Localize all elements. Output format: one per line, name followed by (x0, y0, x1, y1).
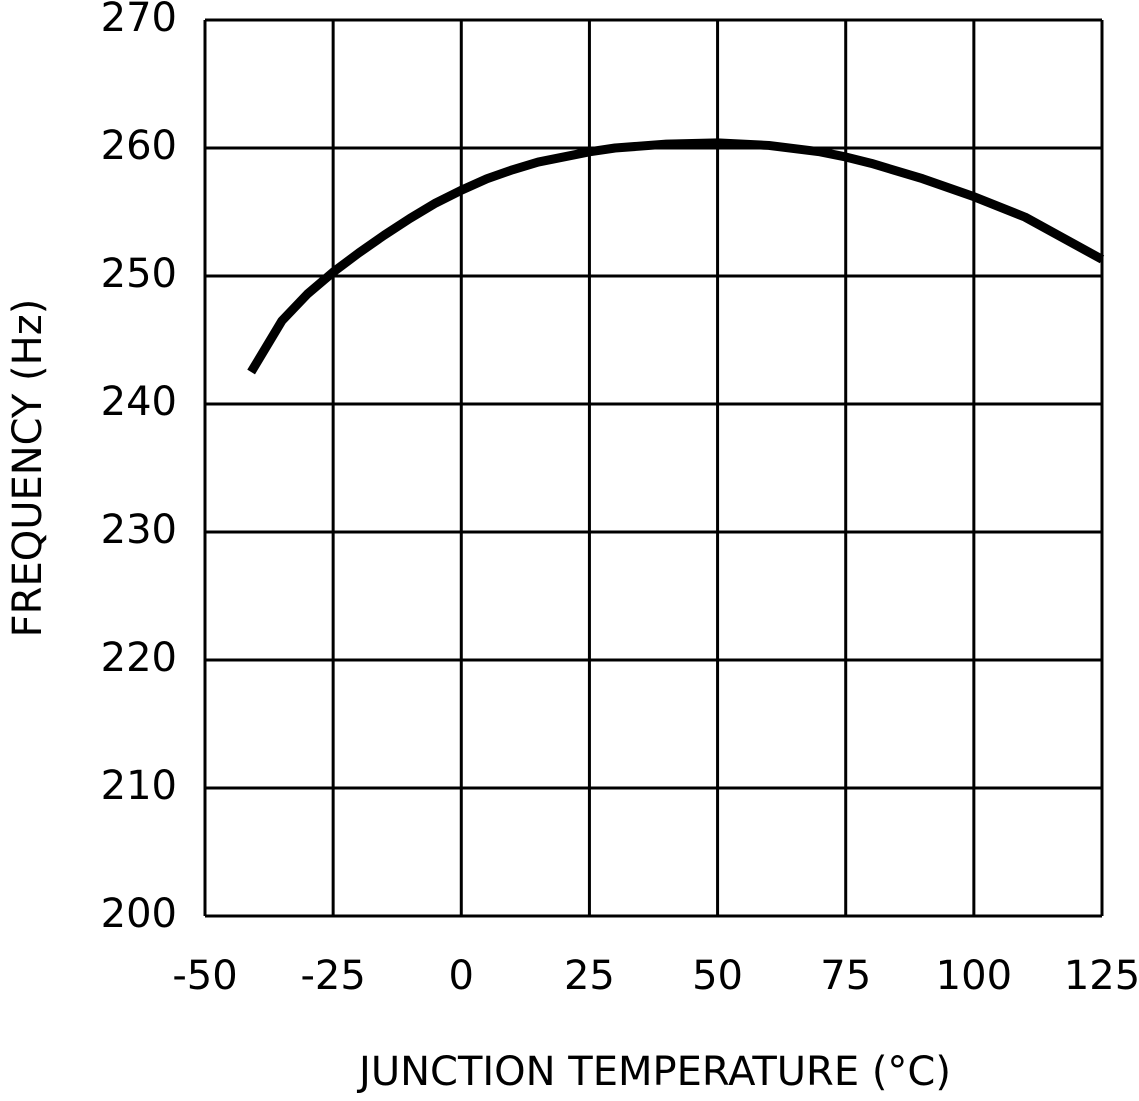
x-tick-label: 0 (449, 953, 474, 999)
x-tick-label: 125 (1064, 953, 1139, 999)
y-tick-label: 210 (101, 763, 177, 809)
x-tick-label: -25 (300, 953, 365, 999)
data-line (247, 138, 1105, 375)
x-tick-label: 50 (692, 953, 743, 999)
y-tick-label: 250 (101, 251, 177, 297)
y-tick-label: 240 (101, 379, 177, 425)
y-tick-label: 220 (101, 635, 177, 681)
y-tick-label: 200 (101, 891, 177, 937)
x-axis-label: JUNCTION TEMPERATURE (°C) (356, 1049, 951, 1095)
x-tick-label: 75 (820, 953, 871, 999)
y-tick-label: 230 (101, 507, 177, 553)
y-tick-label: 270 (101, 0, 177, 41)
x-tick-label: 100 (936, 953, 1012, 999)
y-axis-label: FREQUENCY (Hz) (5, 299, 51, 638)
x-tick-label: 25 (564, 953, 615, 999)
y-tick-label: 260 (101, 123, 177, 169)
x-tick-label: -50 (172, 953, 237, 999)
